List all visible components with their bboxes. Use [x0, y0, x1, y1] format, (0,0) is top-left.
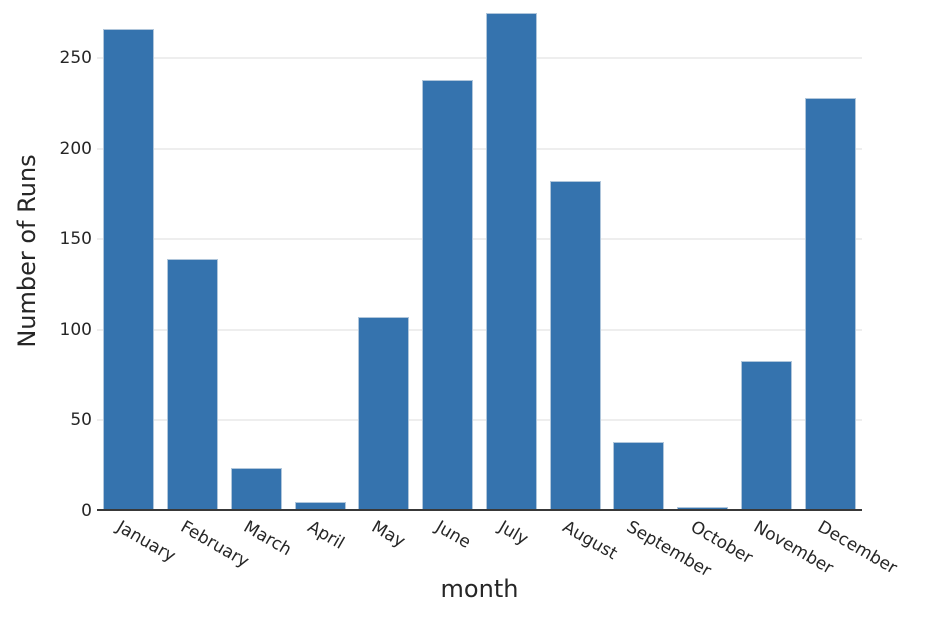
bar-july — [485, 12, 537, 511]
bar-february — [167, 259, 219, 511]
y-tick-label-50: 50 — [70, 410, 92, 431]
x-tick-label-january: January — [112, 517, 179, 567]
y-axis-title: Number of Runs — [13, 154, 41, 348]
bar-december — [804, 97, 856, 511]
bar-september — [613, 442, 665, 511]
y-tick-label-250: 250 — [59, 47, 92, 68]
bar-may — [358, 317, 410, 511]
x-axis-line — [97, 509, 862, 511]
plot-area — [97, 0, 862, 511]
bar-november — [740, 360, 792, 511]
bar-january — [103, 28, 155, 511]
y-tick-label-150: 150 — [59, 229, 92, 250]
x-axis-title: month — [440, 575, 519, 603]
gridline-100 — [97, 328, 862, 331]
bar-april — [294, 501, 346, 511]
bar-august — [549, 181, 601, 511]
bar-june — [422, 79, 474, 511]
x-tick-label-september: September — [622, 517, 715, 582]
x-tick-label-october: October — [686, 517, 756, 569]
gridline-200 — [97, 147, 862, 150]
x-tick-label-july: July — [495, 517, 532, 550]
y-tick-label-100: 100 — [59, 319, 92, 340]
y-axis: 0 50 100 150 200 250 — [0, 0, 92, 521]
gridline-250 — [97, 56, 862, 59]
x-tick-label-april: April — [304, 517, 348, 554]
x-tick-label-march: March — [240, 517, 296, 561]
x-tick-label-december: December — [814, 517, 901, 579]
x-tick-label-february: February — [176, 517, 252, 572]
bar-march — [230, 467, 282, 511]
gridline-50 — [97, 419, 862, 422]
x-tick-label-may: May — [367, 517, 409, 552]
y-tick-label-0: 0 — [81, 501, 92, 521]
x-tick-label-june: June — [431, 517, 474, 553]
y-tick-label-200: 200 — [59, 138, 92, 159]
x-tick-label-august: August — [559, 517, 621, 565]
x-tick-label-november: November — [750, 517, 837, 579]
gridline-150 — [97, 238, 862, 241]
